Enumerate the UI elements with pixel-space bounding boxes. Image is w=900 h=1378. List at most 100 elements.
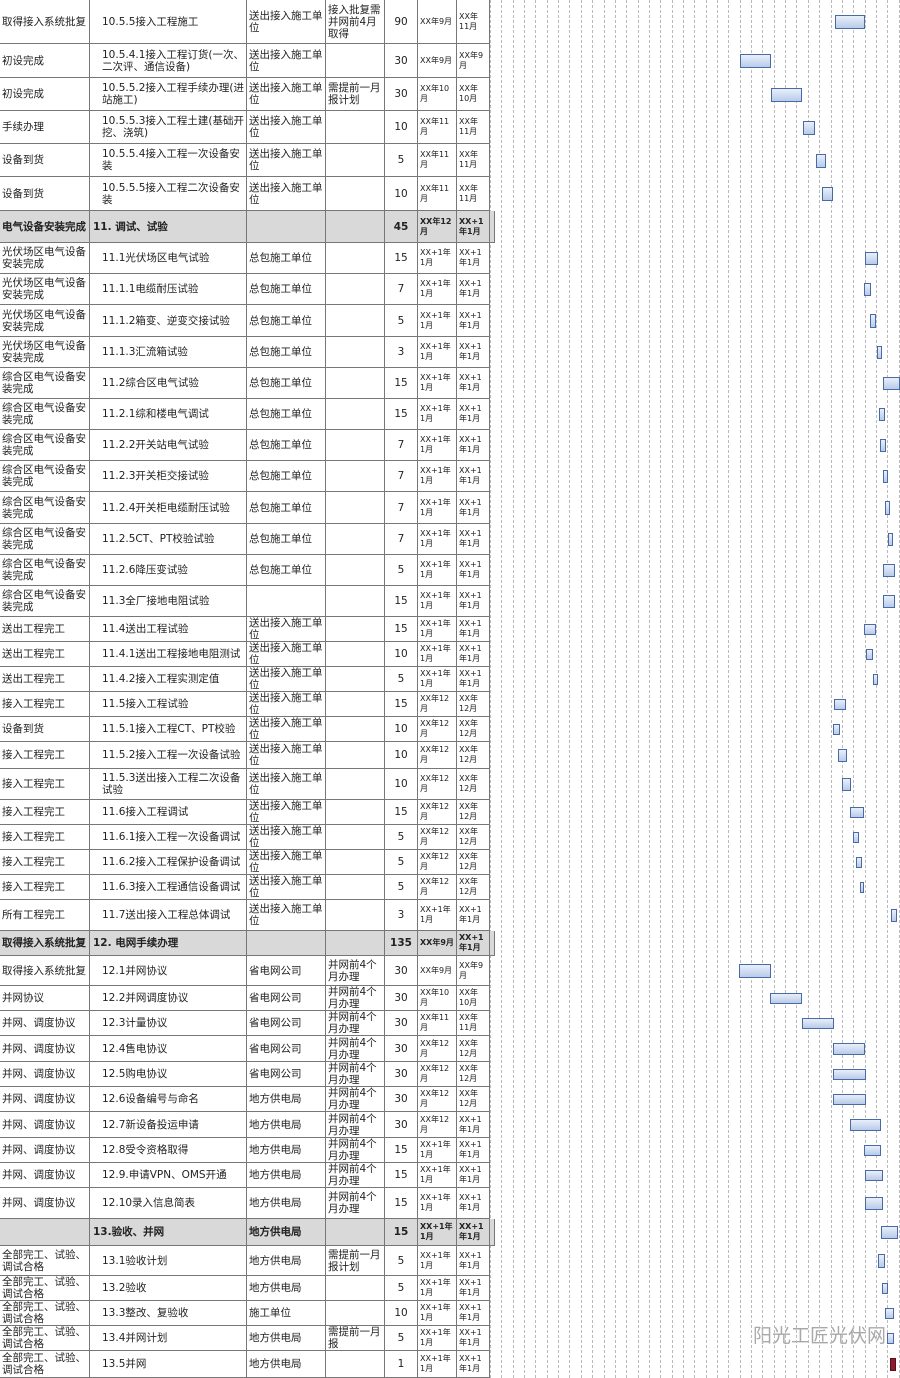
gantt-bar — [878, 1254, 885, 1268]
end-cell: XX+1年1月 — [457, 1326, 490, 1351]
unit-cell: 总包施工单位 — [247, 430, 326, 461]
task-cell: 12.10录入信息简表 — [90, 1188, 247, 1219]
predecessor-cell: 设备到货 — [0, 177, 90, 211]
end-cell: XX年12月 — [457, 769, 490, 800]
gantt-bar — [870, 314, 876, 328]
note-cell — [326, 1351, 385, 1378]
start-cell: XX年9月 — [418, 931, 457, 956]
note-cell: 并网前4个月办理 — [326, 1011, 385, 1036]
task-cell: 12.8受令资格取得 — [90, 1138, 247, 1163]
task-cell: 10.5.5.2接入工程手续办理(进站施工) — [90, 78, 247, 111]
gantt-bar — [883, 594, 895, 609]
unit-cell: 送出接入施工单位 — [247, 875, 326, 900]
gantt-bar — [822, 187, 833, 201]
grid-line — [580, 0, 582, 1378]
predecessor-cell: 并网、调度协议 — [0, 1011, 90, 1036]
unit-cell: 总包施工单位 — [247, 368, 326, 399]
predecessor-cell: 接入工程完工 — [0, 825, 90, 850]
start-cell: XX+1年1月 — [418, 337, 457, 368]
note-cell — [326, 692, 385, 717]
end-cell: XX年9月 — [457, 44, 490, 78]
end-cell: XX年12月 — [457, 875, 490, 900]
note-cell — [326, 144, 385, 177]
note-cell: 并网前4个月办理 — [326, 986, 385, 1011]
predecessor-cell: 综合区电气设备安装完成 — [0, 492, 90, 524]
grid-line — [569, 0, 571, 1378]
task-cell: 11.4送出工程试验 — [90, 617, 247, 642]
unit-cell: 省电网公司 — [247, 956, 326, 986]
start-cell: XX+1年1月 — [418, 586, 457, 617]
duration-cell: 1 — [385, 1351, 418, 1378]
note-cell — [326, 211, 385, 243]
note-cell — [326, 337, 385, 368]
grid-line — [762, 0, 764, 1378]
note-cell — [326, 177, 385, 211]
task-cell: 12.5购电协议 — [90, 1062, 247, 1087]
start-cell: XX+1年1月 — [418, 524, 457, 555]
duration-cell: 45 — [385, 211, 418, 243]
unit-cell — [247, 211, 326, 243]
duration-cell: 15 — [385, 1163, 418, 1188]
start-cell: XX年11月 — [418, 144, 457, 177]
unit-cell: 送出接入施工单位 — [247, 642, 326, 667]
end-cell: XX年12月 — [457, 800, 490, 825]
gantt-bar — [833, 1068, 866, 1081]
predecessor-cell: 综合区电气设备安装完成 — [0, 430, 90, 461]
note-cell — [326, 1301, 385, 1326]
start-cell: XX年12月 — [418, 800, 457, 825]
gantt-bar — [885, 1307, 894, 1320]
unit-cell: 总包施工单位 — [247, 461, 326, 492]
grid-line — [558, 0, 560, 1378]
start-cell: XX年12月 — [418, 769, 457, 800]
predecessor-cell: 全部完工、试验、调试合格 — [0, 1351, 90, 1378]
duration-cell: 30 — [385, 78, 418, 111]
end-cell: XX年11月 — [457, 1011, 490, 1036]
note-cell — [326, 617, 385, 642]
unit-cell: 省电网公司 — [247, 986, 326, 1011]
predecessor-cell: 接入工程完工 — [0, 742, 90, 769]
task-cell: 10.5.5接入工程施工 — [90, 0, 247, 44]
gantt-bar — [860, 881, 864, 894]
task-cell: 11.2综合区电气试验 — [90, 368, 247, 399]
start-cell: XX年12月 — [418, 875, 457, 900]
predecessor-cell: 全部完工、试验、调试合格 — [0, 1246, 90, 1276]
gantt-bar — [850, 1119, 881, 1131]
task-cell: 12. 电网手续办理 — [90, 931, 247, 956]
duration-cell: 5 — [385, 144, 418, 177]
gantt-bar — [865, 1169, 883, 1182]
unit-cell: 总包施工单位 — [247, 243, 326, 274]
start-cell: XX+1年1月 — [418, 1219, 457, 1246]
start-cell: XX+1年1月 — [418, 1301, 457, 1326]
duration-cell: 5 — [385, 850, 418, 875]
predecessor-cell: 并网协议 — [0, 986, 90, 1011]
duration-cell: 5 — [385, 875, 418, 900]
end-cell: XX+1年1月 — [457, 492, 490, 524]
duration-cell: 3 — [385, 900, 418, 931]
task-cell: 12.4售电协议 — [90, 1036, 247, 1062]
unit-cell: 总包施工单位 — [247, 524, 326, 555]
start-cell: XX+1年1月 — [418, 1276, 457, 1301]
note-cell: 需提前一月报计划 — [326, 78, 385, 111]
duration-cell: 7 — [385, 524, 418, 555]
gantt-bar — [835, 15, 865, 29]
note-cell — [326, 742, 385, 769]
duration-cell: 10 — [385, 717, 418, 742]
task-cell: 12.2并网调度协议 — [90, 986, 247, 1011]
unit-cell: 总包施工单位 — [247, 492, 326, 524]
end-cell: XX年9月 — [457, 956, 490, 986]
end-cell: XX+1年1月 — [457, 430, 490, 461]
end-cell: XX+1年1月 — [457, 461, 490, 492]
section-fill — [490, 1219, 495, 1246]
note-cell — [326, 1219, 385, 1246]
gantt-bar — [842, 777, 851, 792]
predecessor-cell: 综合区电气设备安装完成 — [0, 586, 90, 617]
task-cell: 11. 调试、试验 — [90, 211, 247, 243]
grid-line — [717, 0, 718, 1378]
start-cell: XX年12月 — [418, 1087, 457, 1112]
note-cell — [326, 274, 385, 305]
note-cell — [326, 875, 385, 900]
predecessor-cell: 送出工程完工 — [0, 617, 90, 642]
end-cell: XX年12月 — [457, 825, 490, 850]
grid-line — [898, 0, 900, 1378]
predecessor-cell: 并网、调度协议 — [0, 1188, 90, 1219]
